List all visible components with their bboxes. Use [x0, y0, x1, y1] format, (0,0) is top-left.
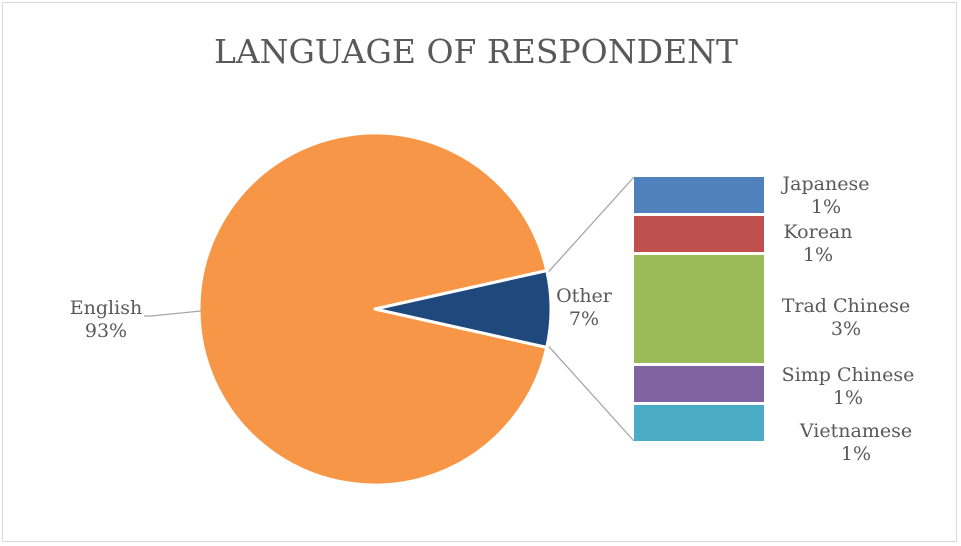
bar-segment-vietnamese	[634, 405, 764, 441]
connector-line-bottom	[548, 345, 635, 442]
data-label-japanese: Japanese 1%	[781, 173, 870, 218]
data-label-korean: Korean 1%	[783, 221, 852, 266]
data-label-vietnamese: Vietnamese 1%	[799, 420, 912, 465]
data-label-english: English 93%	[70, 297, 142, 342]
pie-slice-english	[197, 131, 549, 487]
connector-line-top	[548, 176, 635, 273]
bar-segment-japanese	[634, 177, 764, 213]
bar-segment-korean	[634, 216, 764, 252]
data-label-simp-chinese: Simp Chinese 1%	[782, 364, 915, 409]
data-label-other: Other 7%	[556, 285, 613, 330]
data-label-trad-chinese: Trad Chinese 3%	[782, 295, 911, 340]
chart-title: LANGUAGE OF RESPONDENT	[214, 32, 738, 71]
pie-slice-other	[373, 269, 553, 349]
leader-line-english	[144, 310, 202, 317]
bar-segment-simp-chinese	[634, 366, 764, 402]
bar-segment-trad-chinese	[634, 255, 764, 363]
